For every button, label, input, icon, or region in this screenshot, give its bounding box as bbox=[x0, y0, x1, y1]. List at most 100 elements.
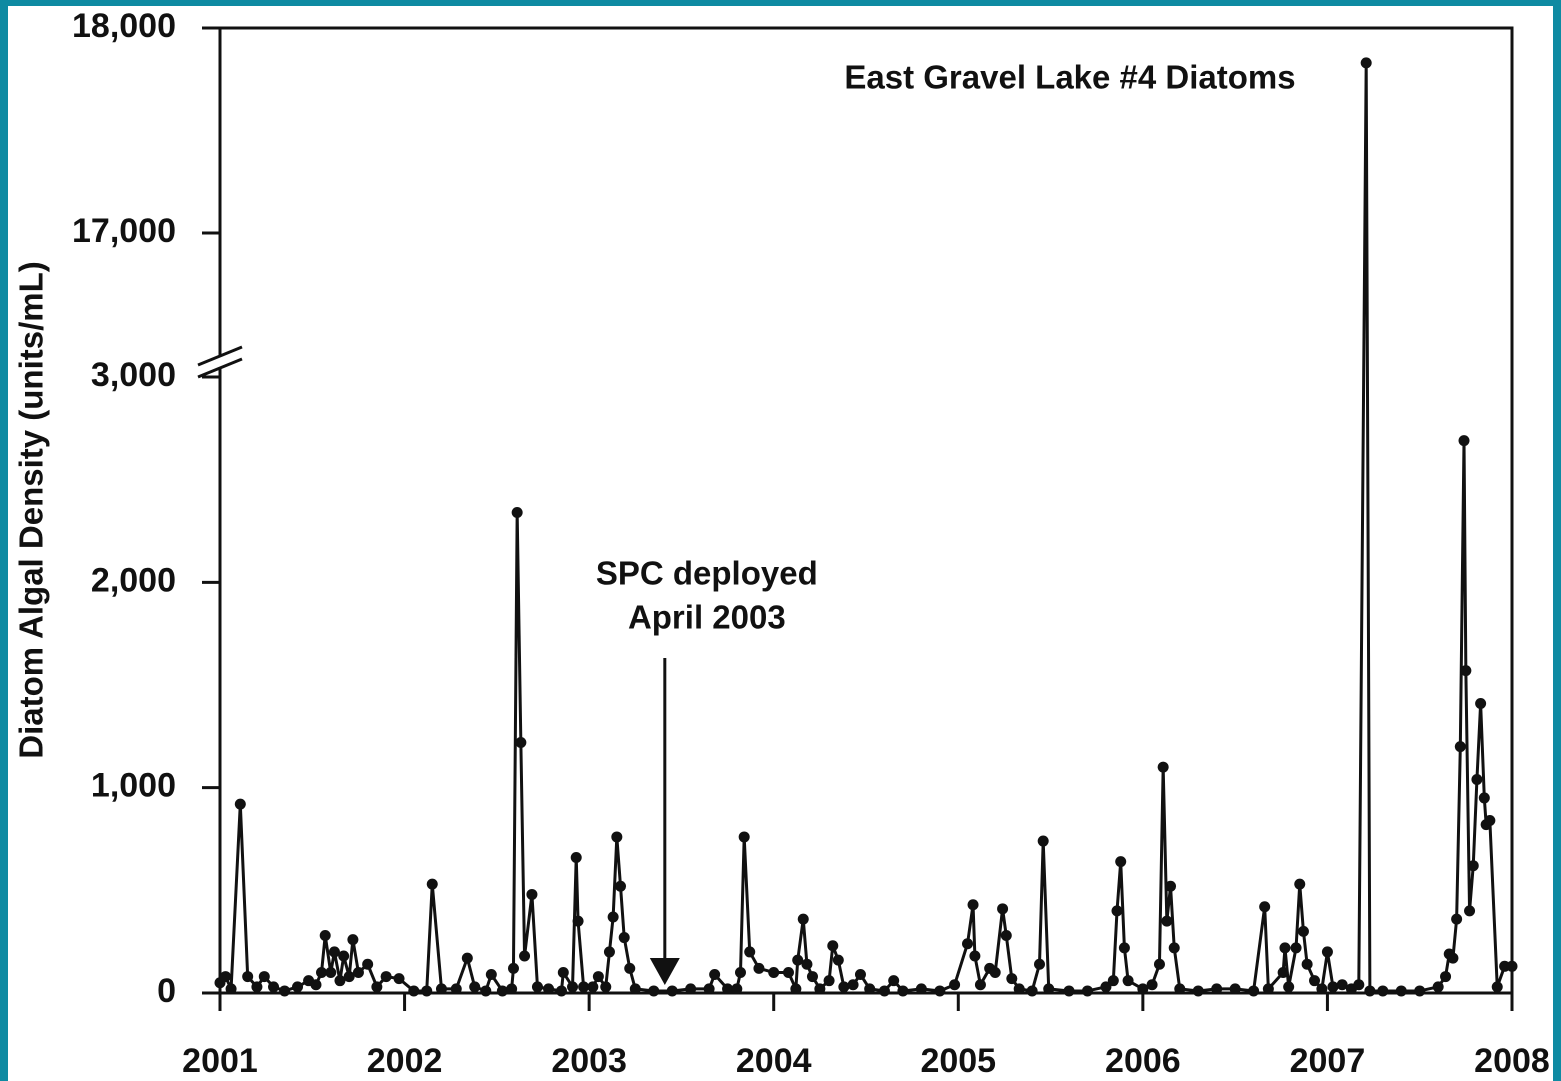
data-point bbox=[279, 985, 291, 997]
data-point bbox=[1192, 985, 1204, 997]
data-point bbox=[997, 903, 1009, 915]
data-point bbox=[814, 983, 826, 995]
data-point bbox=[1161, 915, 1173, 927]
x-tick-label: 2005 bbox=[920, 1042, 996, 1080]
data-point bbox=[1297, 925, 1309, 937]
data-point bbox=[878, 985, 890, 997]
data-point bbox=[334, 975, 346, 987]
data-point bbox=[806, 971, 818, 983]
data-point bbox=[1336, 979, 1348, 991]
data-point bbox=[480, 985, 492, 997]
data-point bbox=[1484, 815, 1496, 827]
data-point bbox=[744, 946, 756, 958]
data-point bbox=[722, 983, 734, 995]
data-point bbox=[1464, 905, 1476, 917]
data-point bbox=[832, 954, 844, 966]
data-point bbox=[338, 950, 350, 962]
data-point bbox=[731, 983, 743, 995]
data-point bbox=[1100, 981, 1112, 993]
data-point bbox=[989, 966, 1001, 978]
data-point bbox=[1458, 435, 1470, 447]
data-point bbox=[435, 983, 447, 995]
y-tick-label: 17,000 bbox=[72, 212, 176, 250]
data-point bbox=[600, 981, 612, 993]
data-point bbox=[888, 975, 900, 987]
data-point bbox=[316, 966, 328, 978]
data-point bbox=[1063, 985, 1075, 997]
data-point bbox=[738, 831, 750, 843]
data-point bbox=[362, 958, 374, 970]
x-tick-label: 2006 bbox=[1105, 1042, 1181, 1080]
data-point bbox=[827, 940, 839, 952]
annotation-text: SPC deployed bbox=[596, 555, 818, 592]
data-point bbox=[797, 913, 809, 925]
data-point bbox=[629, 983, 641, 995]
data-point bbox=[1454, 741, 1466, 753]
canvas bbox=[8, 6, 1553, 1081]
data-point bbox=[1290, 942, 1302, 954]
chart-title: East Gravel Lake #4 Diatoms bbox=[844, 59, 1295, 96]
data-point bbox=[618, 932, 630, 944]
data-point bbox=[1081, 985, 1093, 997]
data-point bbox=[1000, 930, 1012, 942]
data-point bbox=[1174, 983, 1186, 995]
data-point bbox=[1309, 975, 1321, 987]
data-point bbox=[1107, 975, 1119, 987]
data-point bbox=[450, 983, 462, 995]
data-point bbox=[1153, 958, 1165, 970]
data-point bbox=[1229, 983, 1241, 995]
data-point bbox=[967, 899, 979, 911]
data-point bbox=[567, 981, 579, 993]
data-point bbox=[570, 851, 582, 863]
data-point bbox=[685, 983, 697, 995]
data-point bbox=[1137, 983, 1149, 995]
data-point bbox=[1432, 981, 1444, 993]
x-tick-label: 2008 bbox=[1474, 1042, 1550, 1080]
data-point bbox=[572, 915, 584, 927]
data-point bbox=[1414, 985, 1426, 997]
data-point bbox=[847, 979, 859, 991]
y-tick-label: 1,000 bbox=[91, 767, 176, 805]
data-point bbox=[1168, 942, 1180, 954]
axis-break-mark bbox=[197, 345, 243, 367]
data-point bbox=[1146, 979, 1158, 991]
data-point bbox=[1013, 983, 1025, 995]
data-point bbox=[506, 983, 518, 995]
data-point bbox=[242, 971, 254, 983]
data-point bbox=[1377, 985, 1389, 997]
data-point bbox=[1043, 983, 1055, 995]
data-point bbox=[1301, 958, 1313, 970]
data-point bbox=[325, 966, 337, 978]
data-point bbox=[557, 966, 569, 978]
data-point bbox=[1321, 946, 1333, 958]
data-point bbox=[1262, 983, 1274, 995]
data-point bbox=[1248, 985, 1260, 997]
data-point bbox=[1460, 665, 1472, 677]
data-point bbox=[1033, 958, 1045, 970]
data-point bbox=[507, 962, 519, 974]
data-point bbox=[864, 983, 876, 995]
data-point bbox=[1026, 985, 1038, 997]
annotation-text: April 2003 bbox=[628, 599, 786, 636]
data-point bbox=[1475, 697, 1487, 709]
data-point bbox=[268, 981, 280, 993]
x-tick-label: 2004 bbox=[736, 1042, 812, 1080]
axis-frame bbox=[218, 26, 1514, 995]
data-point bbox=[485, 969, 497, 981]
data-point bbox=[380, 971, 392, 983]
data-point bbox=[1451, 913, 1463, 925]
data-point bbox=[496, 985, 508, 997]
data-point bbox=[1395, 985, 1407, 997]
data-point bbox=[974, 979, 986, 991]
data-point bbox=[607, 911, 619, 923]
data-point bbox=[1471, 773, 1483, 785]
data-point bbox=[258, 971, 270, 983]
data-point bbox=[1467, 860, 1479, 872]
data-point bbox=[709, 969, 721, 981]
x-tick-label: 2002 bbox=[367, 1042, 443, 1080]
data-point bbox=[1259, 901, 1271, 913]
data-point bbox=[592, 971, 604, 983]
data-point bbox=[615, 880, 627, 892]
